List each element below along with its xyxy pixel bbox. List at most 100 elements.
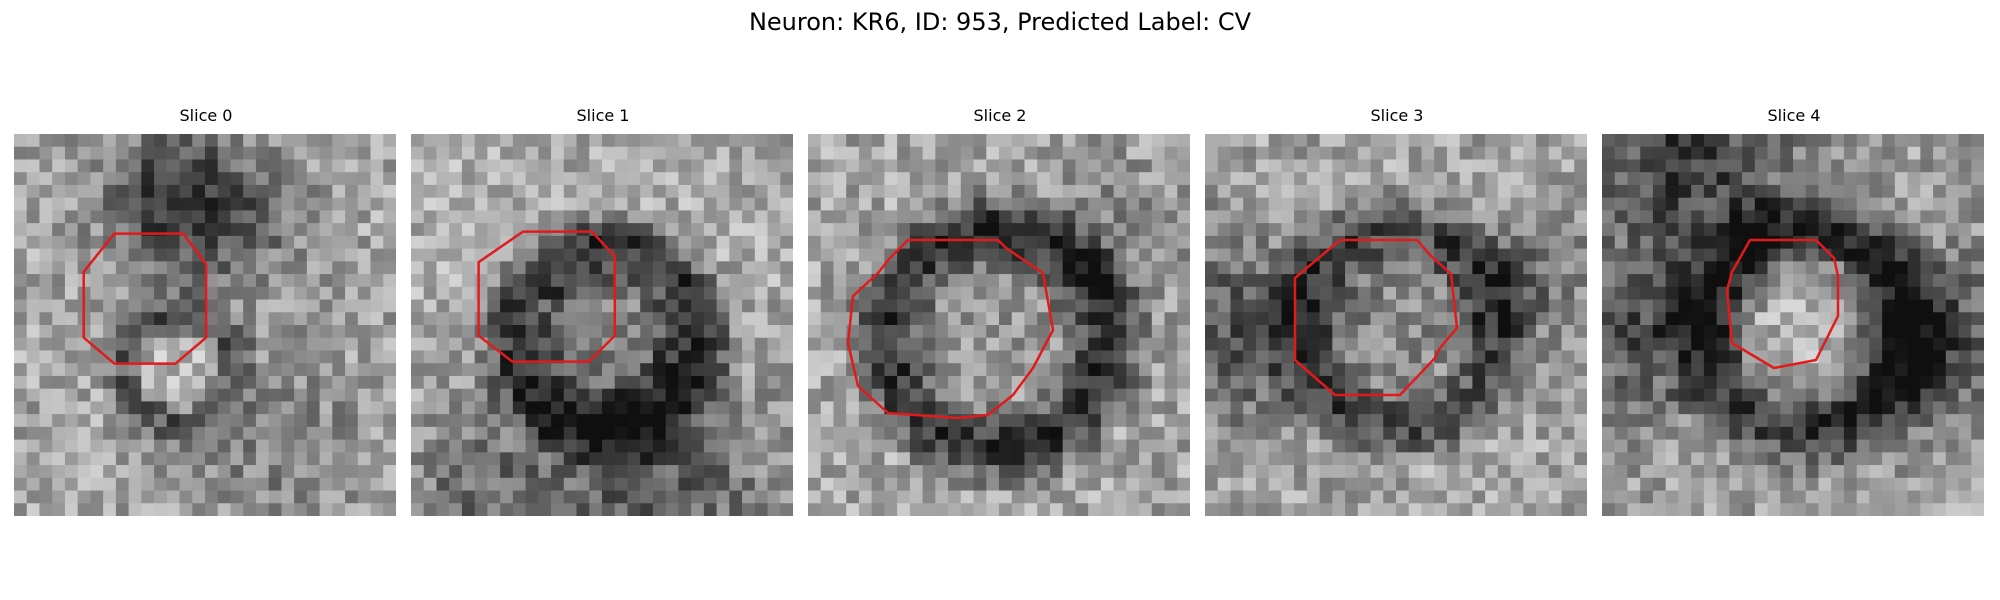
pixel <box>1678 325 1692 339</box>
pixel <box>627 134 641 148</box>
pixel <box>652 325 667 339</box>
pixel <box>1523 172 1537 186</box>
pixel <box>808 490 822 504</box>
pixel <box>589 503 603 516</box>
pixel <box>1177 414 1190 428</box>
pixel <box>1640 184 1654 199</box>
pixel <box>858 184 873 199</box>
pixel <box>474 197 488 211</box>
pixel <box>1434 312 1448 326</box>
pixel <box>1561 452 1575 466</box>
pixel <box>973 172 987 186</box>
pixel <box>1100 388 1114 402</box>
pixel <box>1536 172 1550 186</box>
pixel <box>90 477 104 491</box>
pixel <box>1459 350 1473 364</box>
pixel <box>808 312 822 326</box>
pixel <box>703 465 717 479</box>
pixel <box>1561 197 1575 211</box>
pixel <box>1574 159 1587 173</box>
pixel <box>332 439 346 453</box>
pixel <box>1754 261 1768 275</box>
pixel <box>999 134 1013 148</box>
pixel <box>500 274 514 288</box>
pixel <box>986 146 1000 160</box>
pixel <box>192 197 206 211</box>
pixel <box>1933 503 1947 516</box>
pixel <box>691 325 705 339</box>
pixel <box>1049 388 1064 402</box>
pixel <box>1805 325 1819 339</box>
pixel <box>1843 159 1858 173</box>
pixel <box>179 312 193 326</box>
pixel <box>1536 426 1550 440</box>
pixel <box>255 452 270 466</box>
pixel <box>1243 503 1257 516</box>
pixel <box>627 452 641 466</box>
pixel <box>665 223 679 237</box>
pixel <box>449 223 463 237</box>
pixel <box>1306 490 1320 504</box>
pixel <box>960 503 974 516</box>
pixel <box>370 490 384 504</box>
pixel <box>1151 274 1165 288</box>
pixel <box>1255 426 1270 440</box>
pixel <box>1716 414 1730 428</box>
pixel <box>1536 261 1550 275</box>
pixel <box>627 210 641 224</box>
pixel <box>1357 248 1371 262</box>
pixel <box>538 375 552 390</box>
pixel <box>678 210 692 224</box>
pixel <box>909 465 923 479</box>
pixel <box>1894 235 1908 249</box>
pixel <box>1971 184 1984 199</box>
pixel <box>217 465 231 479</box>
roi-contour <box>477 230 617 363</box>
pixel <box>1831 337 1845 351</box>
pixel <box>833 159 847 173</box>
pixel <box>1831 159 1845 173</box>
pixel <box>1306 414 1320 428</box>
pixel <box>1459 363 1473 377</box>
pixel <box>1882 452 1896 466</box>
pixel <box>1113 159 1127 173</box>
pixel <box>1151 235 1165 249</box>
pixel <box>1703 274 1717 288</box>
pixel <box>1421 248 1435 262</box>
pixel <box>1100 477 1114 491</box>
pixel <box>1472 210 1486 224</box>
pixel <box>268 312 282 326</box>
pixel <box>115 172 129 186</box>
pixel <box>1856 184 1870 199</box>
pixel <box>1049 299 1064 313</box>
pixel <box>1856 325 1870 339</box>
slice-image <box>14 134 396 516</box>
pixel <box>1716 159 1730 173</box>
pixel <box>973 134 987 148</box>
pixel <box>754 197 768 211</box>
pixel <box>1075 261 1089 275</box>
pixel <box>217 439 231 453</box>
pixel <box>370 261 384 275</box>
pixel <box>589 159 603 173</box>
pixel <box>1933 426 1947 440</box>
pixel <box>39 299 53 313</box>
pixel <box>294 184 308 199</box>
pixel <box>999 248 1013 262</box>
pixel <box>345 401 359 415</box>
pixel <box>1754 210 1768 224</box>
pixel <box>1294 248 1308 262</box>
pixel <box>691 375 705 390</box>
pixel <box>281 286 295 300</box>
pixel <box>423 223 437 237</box>
pixel <box>1614 235 1628 249</box>
pixel <box>999 261 1013 275</box>
pixel <box>1408 210 1422 224</box>
pixel <box>357 490 371 504</box>
pixel <box>1805 134 1819 148</box>
pixel <box>39 197 53 211</box>
pixel <box>90 210 104 224</box>
pixel <box>767 325 781 339</box>
pixel <box>1805 452 1819 466</box>
pixel <box>691 197 705 211</box>
